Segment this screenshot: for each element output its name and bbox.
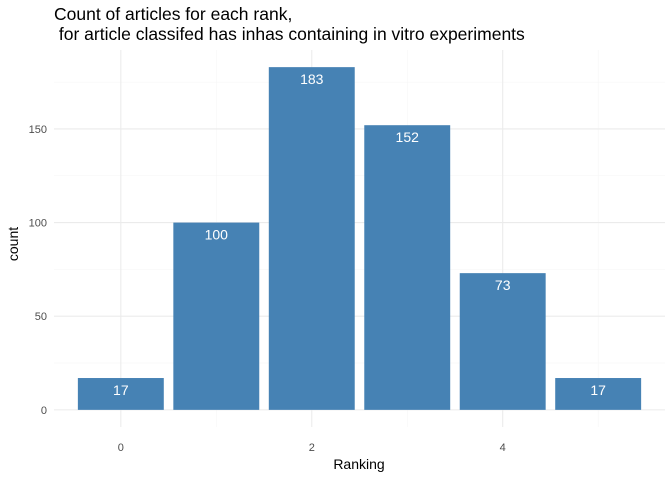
y-tick-label: 0 — [41, 405, 47, 417]
x-axis-title: Ranking — [333, 456, 384, 472]
y-tick-label: 100 — [29, 218, 47, 230]
bar-value-label: 17 — [113, 382, 129, 398]
bar-value-label: 152 — [396, 129, 420, 145]
bar-value-label: 17 — [590, 382, 606, 398]
bar — [555, 378, 642, 410]
bar — [268, 67, 355, 410]
y-tick-label: 150 — [29, 124, 47, 136]
chart-title-line-1: Count of articles for each rank, — [54, 4, 292, 24]
bar — [459, 273, 546, 410]
y-axis-title: count — [5, 227, 21, 261]
grid-layer — [54, 50, 665, 427]
bars-layer — [77, 67, 642, 410]
x-tick-label: 4 — [500, 442, 506, 454]
bar — [173, 222, 260, 410]
bar-value-label: 183 — [300, 71, 324, 87]
x-tick-label: 2 — [309, 442, 315, 454]
chart-title-line-2: for article classifed has inhas containi… — [54, 24, 525, 44]
bar-labels-layer: 17 100 183 152 73 17 — [113, 71, 606, 398]
y-tick-label: 50 — [35, 311, 47, 323]
bar — [77, 378, 164, 410]
bar-value-label: 100 — [205, 227, 229, 243]
x-tick-label: 0 — [118, 442, 124, 454]
bar-value-label: 73 — [495, 277, 511, 293]
ticks-layer: 0 50 100 150 0 2 4 — [29, 124, 506, 454]
bar — [364, 125, 451, 410]
